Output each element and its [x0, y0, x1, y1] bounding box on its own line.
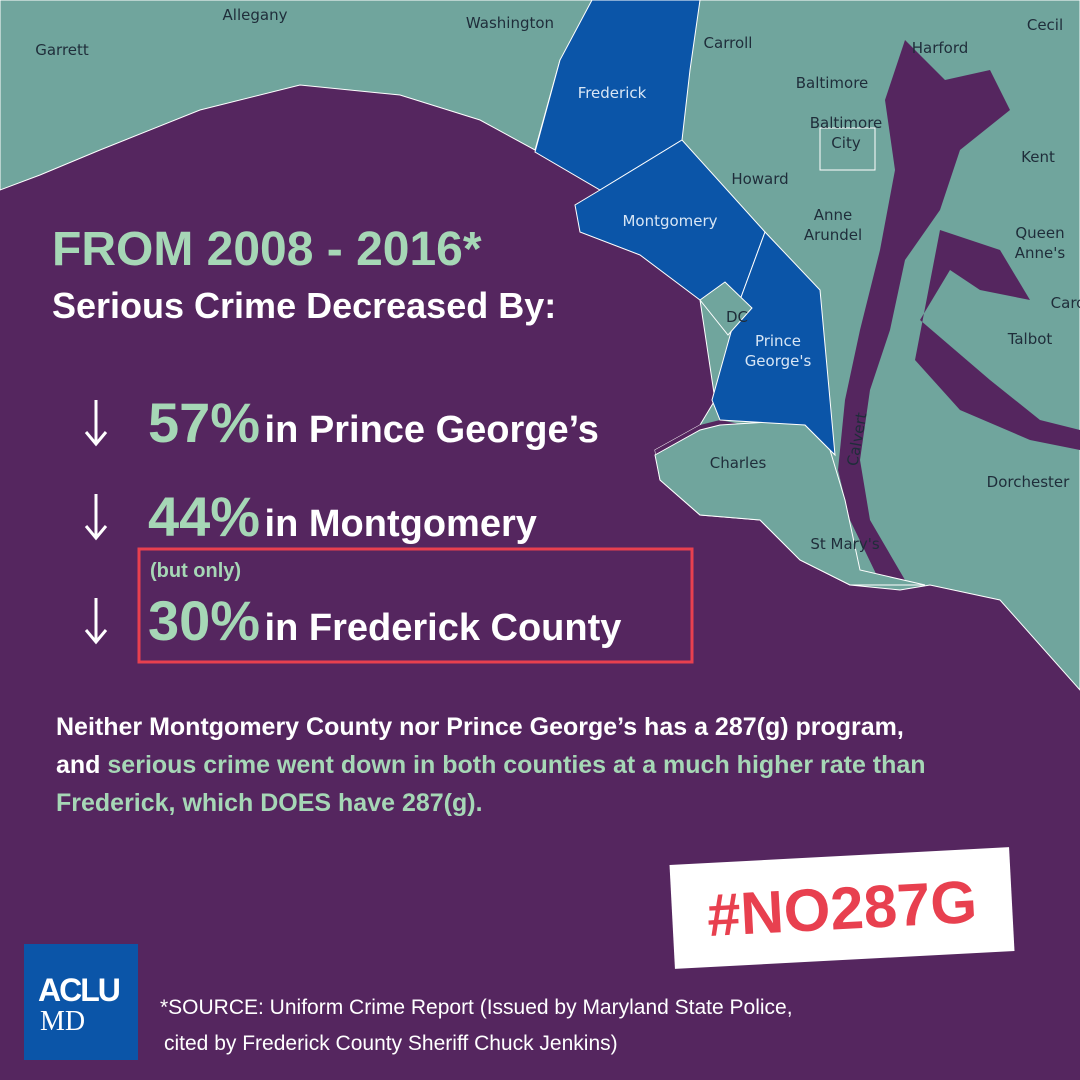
southern-counties: [654, 419, 926, 586]
dc: [699, 281, 753, 336]
county-label: Allegany: [223, 6, 288, 24]
headline-subtitle: Serious Crime Decreased By:: [52, 285, 557, 326]
county-label: City: [831, 134, 861, 152]
county-label: Montgomery: [622, 212, 717, 230]
stat-row: 30% in Frederick County: [148, 588, 621, 653]
county-label: St Mary's: [810, 535, 879, 553]
county-label: Queen: [1015, 224, 1064, 242]
stat-note: (but only): [150, 560, 242, 582]
county-labels: Garrett Allegany Washington Frederick Carrol…: [35, 6, 1080, 553]
stat-text: in Frederick County: [264, 607, 622, 649]
paragraph: Neither Montgomery County nor Prince Geo…: [56, 708, 936, 822]
paragraph-plain: Neither Montgomery County nor Prince Geo…: [56, 713, 904, 779]
county-label: George's: [745, 352, 812, 370]
county-label: Caro: [1051, 294, 1080, 312]
headline-years: FROM 2008 - 2016*: [52, 223, 482, 276]
bay-inlets: [915, 230, 1080, 450]
source-line: cited by Frederick County Sheriff Chuck …: [164, 1032, 618, 1055]
logo-top: ACLU: [38, 972, 121, 1008]
source-line: *SOURCE: Uniform Crime Report (Issued by…: [160, 996, 793, 1019]
county-label: Frederick: [578, 84, 647, 102]
highlight-box: [137, 547, 694, 664]
stat-percent: 57%: [148, 391, 261, 454]
county-label: Charles: [710, 454, 767, 472]
county-label: Prince: [755, 332, 801, 350]
county-label: Kent: [1021, 148, 1055, 166]
logo-bottom: MD: [40, 1006, 86, 1037]
down-arrow: [84, 400, 108, 447]
stat-row: 57% in Prince George’s: [148, 390, 599, 455]
county-label: Baltimore: [796, 74, 869, 92]
county-label: Harford: [912, 39, 969, 57]
county-label: Talbot: [1007, 330, 1053, 348]
county-label: Baltimore: [810, 114, 883, 132]
logo: ACLU MD: [24, 944, 138, 1060]
arrows: [84, 400, 694, 664]
county-label: Garrett: [35, 41, 89, 59]
stat-percent: 44%: [148, 485, 261, 548]
hashtag-card: #NO287G: [669, 847, 1015, 969]
paragraph-highlight: serious crime went down in both counties…: [56, 751, 926, 817]
down-arrow: [84, 494, 108, 541]
county-label: Howard: [731, 170, 788, 188]
county-label: DC: [726, 308, 748, 326]
stat-text: in Prince George’s: [264, 409, 599, 451]
county-label: Washington: [466, 14, 554, 32]
county-label: Anne: [814, 206, 853, 224]
county-label: Arundel: [804, 226, 862, 244]
county-label: Carroll: [704, 34, 753, 52]
chesapeake-bay: [838, 40, 1010, 582]
stat-row: 44% in Montgomery: [148, 484, 537, 549]
down-arrow: [84, 598, 108, 645]
county-label: Cecil: [1027, 16, 1063, 34]
county-label: Anne's: [1015, 244, 1066, 262]
stat-text: in Montgomery: [264, 503, 537, 545]
baltimore-city-outline: [819, 127, 876, 171]
county-label: Dorchester: [987, 473, 1070, 491]
stat-percent: 30%: [148, 589, 261, 652]
hashtag: #NO287G: [705, 867, 979, 949]
